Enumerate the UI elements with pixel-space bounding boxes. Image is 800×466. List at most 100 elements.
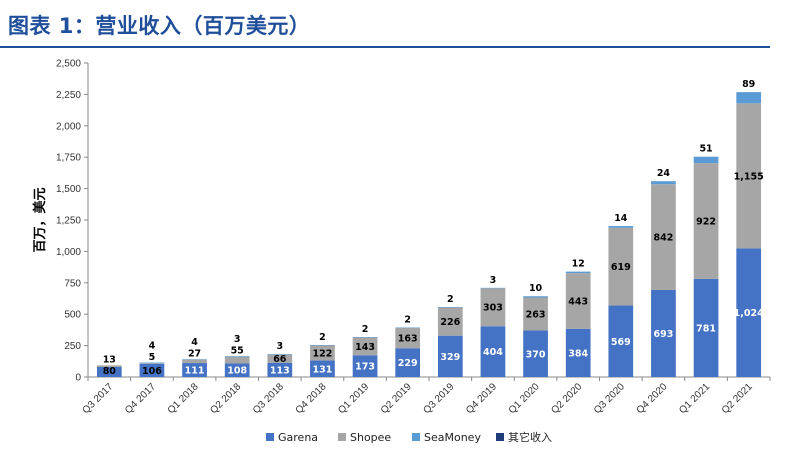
data-label-seamoney: 2 [362, 324, 369, 335]
y-tick-label: 750 [64, 278, 81, 289]
bar-garena [437, 335, 463, 377]
data-label-garena: 404 [483, 347, 503, 358]
labels-layer: 8013106541112741085531136631311222173143… [103, 79, 764, 377]
data-label-garena: 113 [270, 365, 290, 376]
bar-shopee [437, 307, 463, 336]
bar-garena [182, 363, 207, 377]
data-label-garena: 111 [185, 366, 205, 377]
y-tick-label: 250 [64, 341, 81, 352]
y-tick-label: 1,750 [56, 153, 81, 164]
data-label-shopee: 842 [654, 233, 674, 244]
data-label-garena: 1,024 [734, 308, 764, 319]
data-label-shopee: 13 [103, 354, 116, 365]
data-label-garena: 173 [355, 362, 375, 373]
data-label-shopee: 163 [398, 334, 418, 345]
data-label-garena: 781 [696, 323, 716, 334]
data-label-garena: 106 [142, 366, 162, 377]
data-label-garena: 131 [313, 364, 333, 375]
data-label-shopee: 5 [149, 352, 156, 363]
data-label-seamoney: 51 [699, 144, 712, 155]
y-axis-label: 百万，美元 [32, 187, 48, 252]
data-label-shopee: 66 [273, 354, 287, 365]
legend-label: SeaMoney [424, 431, 481, 444]
legend-swatch [338, 433, 346, 441]
bar-shopee [693, 163, 719, 279]
x-tick-label: Q2 2021 [720, 381, 755, 416]
data-label-shopee: 303 [483, 303, 503, 314]
data-label-shopee: 922 [696, 217, 716, 228]
x-tick-label: Q4 2018 [294, 381, 329, 416]
bar-seamoney [523, 296, 548, 298]
bar-garena [96, 366, 122, 377]
bar-shopee [523, 297, 548, 331]
bar-shopee [395, 327, 421, 349]
x-tick-label: Q2 2020 [549, 381, 584, 416]
y-tick-label: 1,500 [56, 184, 81, 195]
data-label-seamoney: 24 [657, 168, 671, 179]
y-tick-label: 2,250 [56, 90, 81, 101]
bar-garena [608, 305, 634, 377]
bar-seamoney [565, 271, 591, 274]
data-label-garena: 229 [398, 358, 418, 369]
bar-seamoney [182, 359, 207, 360]
legend-label: 其它收入 [508, 430, 552, 444]
data-label-seamoney: 4 [191, 337, 198, 348]
legend-swatch [266, 433, 274, 441]
data-label-seamoney: 14 [614, 213, 628, 224]
data-label-seamoney: 2 [404, 315, 411, 326]
bar-seamoney [437, 307, 463, 308]
bar-seamoney [651, 181, 676, 185]
bar-seamoney [480, 287, 506, 289]
y-tick-label: 1,000 [56, 247, 81, 258]
data-label-seamoney: 2 [447, 294, 454, 305]
data-label-shopee: 122 [313, 348, 333, 359]
bar-shopee [608, 227, 634, 306]
x-tick-label: Q3 2018 [251, 381, 286, 416]
bar-shopee [651, 184, 676, 290]
x-tick-label: Q3 2017 [81, 381, 116, 416]
title-divider [0, 46, 770, 48]
bar-garena [523, 330, 548, 377]
data-label-shopee: 1,155 [734, 171, 764, 182]
bar-seamoney [395, 327, 421, 329]
x-tick-label: Q1 2018 [166, 381, 201, 416]
bar-seamoney [224, 356, 250, 357]
bar-garena [480, 326, 506, 377]
data-label-garena: 80 [103, 366, 117, 377]
bar-shopee [736, 103, 762, 249]
bar-garena [224, 363, 250, 377]
y-tick-label: 1,250 [56, 216, 81, 227]
x-tick-label: Q2 2018 [208, 381, 243, 416]
header: 图表 1：营业收入（百万美元） [0, 0, 800, 52]
bar-seamoney [693, 156, 719, 164]
data-label-shopee: 619 [611, 262, 631, 273]
data-label-garena: 693 [654, 329, 674, 340]
bar-shopee [139, 363, 165, 364]
bar-shopee [480, 288, 506, 327]
x-tick-label: Q4 2019 [464, 381, 499, 416]
bar-shopee [310, 345, 335, 361]
bar-seamoney [139, 362, 165, 364]
bar-seamoney [310, 344, 335, 346]
data-label-seamoney: 3 [277, 341, 284, 352]
bar-garena [651, 289, 676, 377]
bar-shopee [267, 354, 293, 363]
data-label-seamoney: 3 [234, 334, 241, 345]
chart-title: 图表 1：营业收入（百万美元） [8, 14, 311, 38]
legend-label: Garena [278, 431, 318, 444]
y-tick-label: 500 [64, 310, 81, 321]
data-label-seamoney: 12 [572, 259, 585, 270]
bar-garena [352, 355, 378, 377]
x-tick-label: Q1 2021 [677, 381, 712, 416]
y-tick-label: 2,500 [56, 59, 81, 70]
bar-garena [310, 360, 335, 377]
bar-seamoney [736, 92, 762, 104]
data-label-shopee: 263 [526, 310, 546, 321]
bar-garena [565, 328, 591, 377]
bar-garena [395, 348, 421, 377]
bar-seamoney [267, 354, 293, 355]
data-label-shopee: 143 [355, 342, 375, 353]
data-label-shopee: 443 [568, 296, 588, 307]
data-label-shopee: 55 [231, 346, 244, 357]
